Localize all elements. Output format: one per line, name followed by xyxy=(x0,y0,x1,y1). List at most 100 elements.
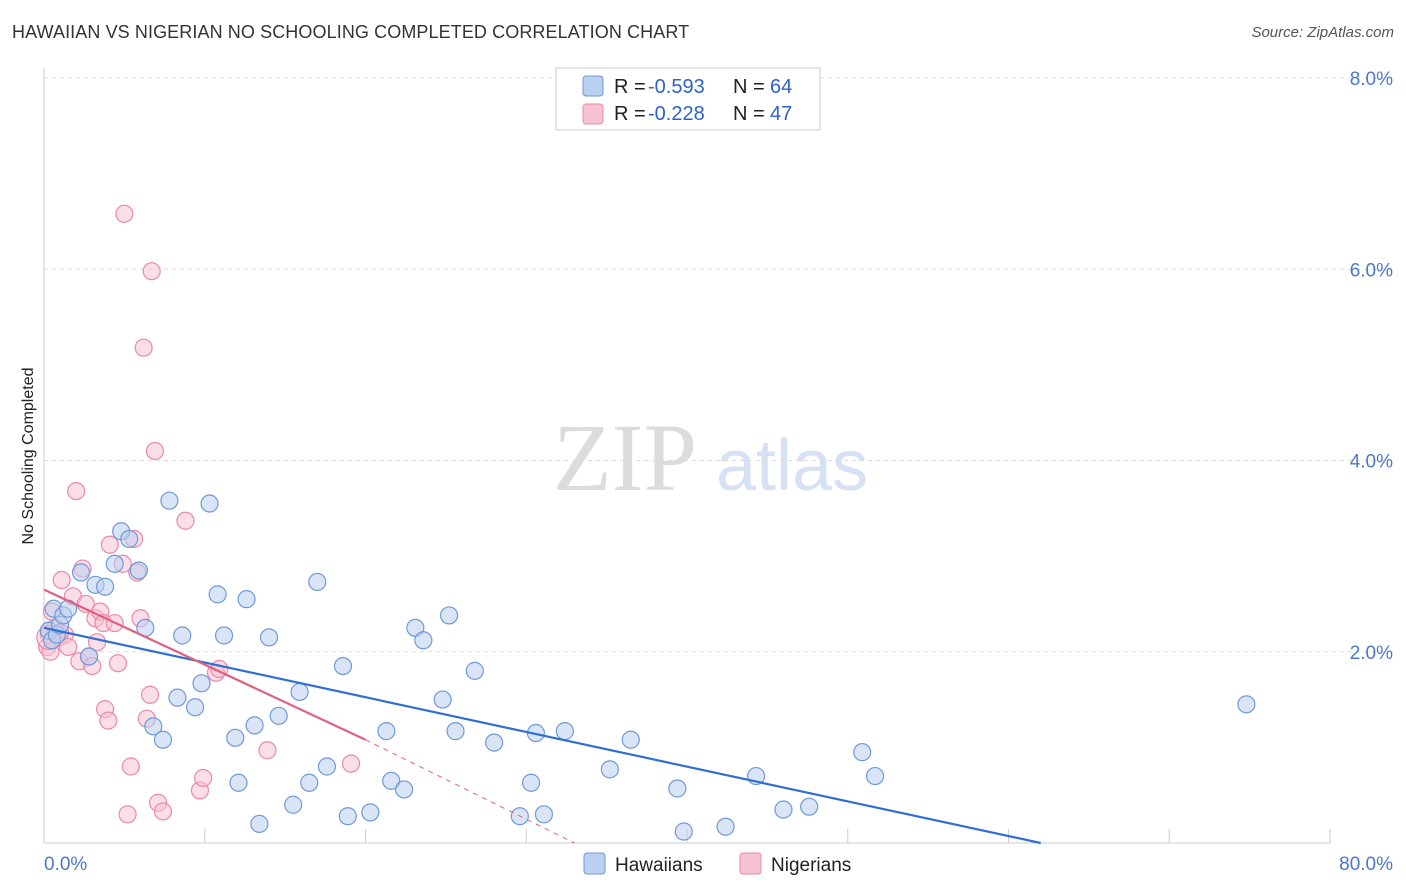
legend-hawaiians-label: Hawaiians xyxy=(615,855,703,876)
hawaiians-point xyxy=(192,674,211,693)
hawaiians-point xyxy=(716,817,735,836)
hawaiians-point xyxy=(333,656,353,676)
hawaiians-point xyxy=(129,561,148,580)
hawaiians-point xyxy=(144,717,163,736)
nigerians-point xyxy=(115,204,134,223)
watermark: ZIP atlas xyxy=(553,404,868,511)
hawaiians-r-label: R = xyxy=(614,76,646,98)
hawaiians-trend-line xyxy=(43,626,1041,845)
nigerians-trend-line xyxy=(43,588,366,741)
y-tick-label: 2.0% xyxy=(1350,643,1393,664)
trend-lines xyxy=(43,588,1041,845)
hawaiians-point xyxy=(160,491,179,510)
hawaiians-point xyxy=(250,814,269,833)
hawaiians-point xyxy=(377,722,396,741)
hawaiians-point xyxy=(1237,695,1256,714)
hawaiians-point xyxy=(433,690,452,709)
nigerians-trend-extension xyxy=(365,739,575,844)
hawaiians-point xyxy=(290,682,309,702)
hawaiians-point xyxy=(208,585,227,604)
hawaiians-n-value: 64 xyxy=(770,76,792,98)
hawaiians-point xyxy=(394,780,414,799)
y-tick-label: 4.0% xyxy=(1350,452,1393,473)
nigerians-point xyxy=(142,262,161,281)
hawaiians-point xyxy=(338,807,357,826)
hawaiians-point xyxy=(186,698,205,717)
nigerians-point xyxy=(134,338,153,357)
nigerians-point xyxy=(176,511,195,530)
hawaiians-point xyxy=(361,803,380,822)
hawaiians-point xyxy=(229,773,248,792)
nigerians-point xyxy=(341,754,361,773)
watermark-zip: ZIP xyxy=(553,404,697,511)
hawaiians-point xyxy=(237,590,256,609)
nigerians-legend-swatch xyxy=(582,103,604,125)
hawaiians-point xyxy=(200,494,219,513)
hawaiians-point xyxy=(284,795,303,814)
x-tick-label-max: 80.0% xyxy=(1339,854,1393,875)
hawaiians-point xyxy=(105,554,124,573)
nigerians-point xyxy=(118,805,137,824)
hawaiians-point xyxy=(414,631,433,650)
hawaiians-point xyxy=(259,628,279,647)
nigerians-point xyxy=(140,685,160,704)
y-tick-labels: 2.0% 4.0% 6.0% 8.0% xyxy=(1350,69,1393,664)
source-label: Source: ZipAtlas.com xyxy=(1251,24,1394,41)
nigerians-point xyxy=(99,711,118,730)
gridlines xyxy=(44,77,1392,653)
nigerians-r-label: R = xyxy=(614,103,646,125)
x-tick-labels: 0.0% 80.0% xyxy=(44,854,1393,875)
hawaiians-point xyxy=(120,529,139,549)
hawaiians-point xyxy=(621,730,640,749)
hawaiians-point xyxy=(382,771,401,790)
hawaiians-point xyxy=(226,728,245,747)
nigerians-n-label: N = xyxy=(733,103,765,125)
hawaiians-point xyxy=(800,797,819,816)
legend-nigerians-swatch xyxy=(739,852,762,875)
hawaiians-point xyxy=(674,822,693,841)
nigerians-point xyxy=(108,654,128,673)
hawaiians-point xyxy=(439,606,459,625)
hawaiians-point xyxy=(668,779,687,798)
hawaiians-point xyxy=(446,722,465,741)
watermark-atlas: atlas xyxy=(716,426,868,506)
hawaiians-point xyxy=(555,722,574,741)
y-axis-label: No Schooling Completed xyxy=(20,368,37,545)
legend-nigerians-label: Nigerians xyxy=(771,855,851,876)
hawaiians-point xyxy=(95,577,115,596)
nigerians-point xyxy=(121,757,140,776)
stats-legend: R = -0.593 N = 64 R = -0.228 N = 47 xyxy=(555,67,821,131)
y-tick-label: 8.0% xyxy=(1350,69,1393,90)
hawaiians-point xyxy=(173,626,192,645)
y-tick-label: 6.0% xyxy=(1350,260,1393,281)
nigerians-r-value: -0.228 xyxy=(648,103,705,125)
nigerians-point xyxy=(59,637,78,657)
x-tick-label-min: 0.0% xyxy=(44,854,87,875)
nigerians-points xyxy=(36,204,361,824)
hawaiians-point xyxy=(153,730,173,749)
hawaiians-point xyxy=(245,716,264,735)
hawaiians-point xyxy=(853,743,872,762)
nigerians-point xyxy=(153,802,173,821)
chart-title: HAWAIIAN VS NIGERIAN NO SCHOOLING COMPLE… xyxy=(12,22,690,42)
hawaiians-r-value: -0.593 xyxy=(648,76,705,98)
hawaiians-n-label: N = xyxy=(733,76,765,98)
nigerians-point xyxy=(145,441,165,461)
legend-hawaiians-swatch xyxy=(583,852,606,875)
nigerians-n-value: 47 xyxy=(770,103,792,125)
hawaiians-point xyxy=(300,773,319,792)
nigerians-point xyxy=(100,535,120,554)
hawaiians-point xyxy=(534,805,554,824)
nigerians-point xyxy=(52,570,71,590)
hawaiians-point xyxy=(269,706,288,725)
hawaiians-point xyxy=(214,626,234,645)
hawaiians-point xyxy=(600,760,619,779)
hawaiians-point xyxy=(317,757,337,776)
hawaiians-point xyxy=(465,661,484,680)
nigerians-point xyxy=(258,741,277,760)
hawaiians-point xyxy=(308,572,327,592)
hawaiians-point xyxy=(168,688,187,707)
nigerians-point xyxy=(67,482,86,501)
hawaiians-point xyxy=(485,733,504,752)
